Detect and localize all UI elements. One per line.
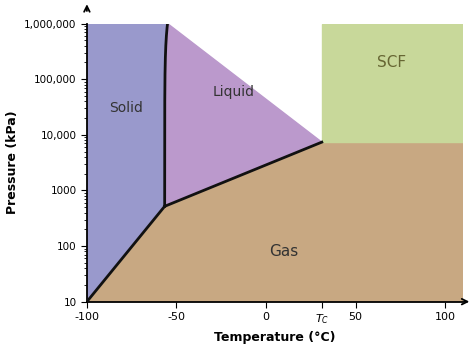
Polygon shape [322, 23, 463, 142]
Text: Liquid: Liquid [213, 84, 255, 98]
Polygon shape [87, 142, 463, 302]
Polygon shape [164, 23, 322, 206]
X-axis label: Temperature (°C): Temperature (°C) [214, 331, 336, 344]
Text: Solid: Solid [109, 101, 143, 115]
Text: SCF: SCF [377, 55, 406, 70]
Y-axis label: Pressure (kPa): Pressure (kPa) [6, 111, 18, 215]
Polygon shape [87, 23, 167, 302]
Text: Gas: Gas [269, 244, 299, 259]
